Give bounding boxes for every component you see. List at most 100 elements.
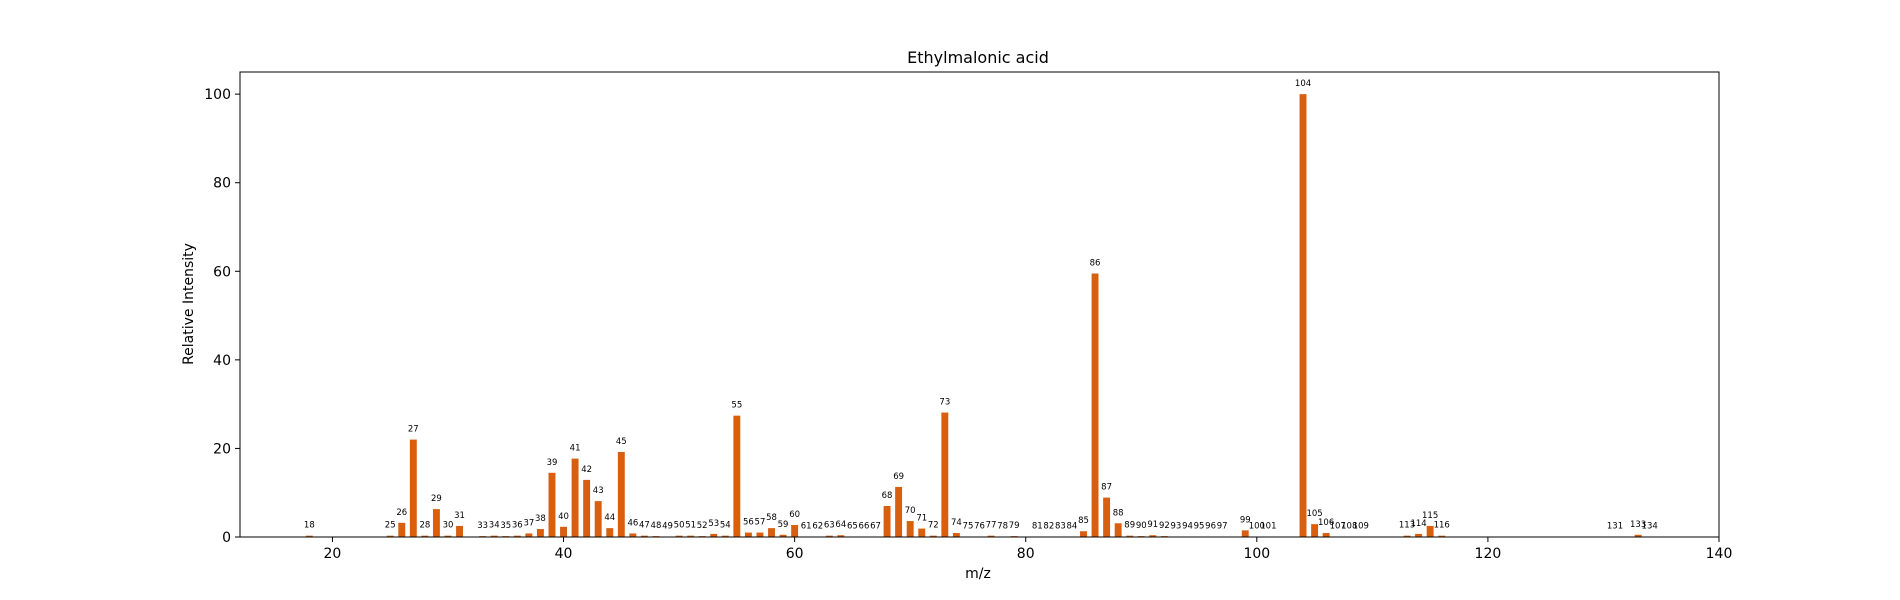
bar-mz-74 <box>952 533 960 537</box>
bar-mz-37 <box>525 533 533 537</box>
peak-label-82: 82 <box>1043 522 1054 532</box>
bar-mz-46 <box>629 533 637 537</box>
peak-label-73: 73 <box>939 398 950 408</box>
bar-mz-36 <box>513 535 521 537</box>
peak-label-28: 28 <box>419 521 430 531</box>
bar-mz-55 <box>733 415 741 537</box>
peak-label-115: 115 <box>1422 511 1438 521</box>
peak-label-43: 43 <box>593 486 604 496</box>
bar-mz-115 <box>1426 525 1434 537</box>
bar-mz-34 <box>490 535 498 537</box>
bar-mz-63 <box>825 535 833 537</box>
bar-mz-106 <box>1322 533 1330 537</box>
bar-mz-77 <box>987 535 995 537</box>
x-tick-label: 60 <box>786 546 804 562</box>
peak-label-71: 71 <box>916 514 927 524</box>
peak-label-92: 92 <box>1159 521 1170 531</box>
peak-label-107: 107 <box>1330 522 1346 532</box>
peak-label-34: 34 <box>489 521 500 531</box>
peak-label-100: 100 <box>1249 522 1265 532</box>
bar-mz-26 <box>398 522 406 537</box>
y-axis-title: Relative Intensity <box>181 243 197 365</box>
bar-mz-64 <box>837 535 845 537</box>
bar-mz-60 <box>791 525 799 537</box>
peak-label-60: 60 <box>789 510 800 520</box>
peak-label-55: 55 <box>731 401 742 411</box>
bar-mz-68 <box>883 506 891 537</box>
peak-label-48: 48 <box>651 521 662 531</box>
peak-label-52: 52 <box>697 521 708 531</box>
peak-label-35: 35 <box>500 521 511 531</box>
peak-label-26: 26 <box>396 508 407 518</box>
peak-label-86: 86 <box>1090 259 1101 269</box>
bar-mz-105 <box>1311 524 1319 537</box>
peak-label-37: 37 <box>523 518 534 528</box>
peak-label-62: 62 <box>812 522 823 532</box>
bar-mz-54 <box>721 535 729 537</box>
peak-label-96: 96 <box>1205 522 1216 532</box>
peak-label-131: 131 <box>1607 522 1623 532</box>
bar-mz-114 <box>1415 533 1423 537</box>
bar-mz-86 <box>1091 273 1099 537</box>
peak-label-93: 93 <box>1171 522 1182 532</box>
bar-mz-56 <box>744 532 752 537</box>
y-tick-label: 80 <box>213 176 231 192</box>
peak-label-18: 18 <box>304 521 315 531</box>
peak-label-109: 109 <box>1353 522 1369 532</box>
bar-mz-104 <box>1299 94 1307 537</box>
peak-label-36: 36 <box>512 521 523 531</box>
peak-label-54: 54 <box>720 521 731 531</box>
bar-mz-28 <box>421 535 429 537</box>
peak-label-88: 88 <box>1113 508 1124 518</box>
peak-label-90: 90 <box>1136 521 1147 531</box>
peak-label-25: 25 <box>385 521 396 531</box>
peak-label-46: 46 <box>627 518 638 528</box>
peak-label-79: 79 <box>1009 521 1020 531</box>
bar-mz-72 <box>929 535 937 537</box>
chart-title: Ethylmalonic acid <box>907 48 1049 67</box>
y-tick-label: 0 <box>222 530 231 546</box>
peak-label-83: 83 <box>1055 522 1066 532</box>
bar-mz-27 <box>409 439 417 537</box>
bar-mz-87 <box>1103 497 1111 537</box>
y-axis: 0 20 40 60 80 100 <box>204 87 240 546</box>
peak-label-76: 76 <box>974 522 985 532</box>
peak-label-59: 59 <box>778 520 789 530</box>
peak-label-57: 57 <box>755 518 766 528</box>
peak-label-41: 41 <box>570 444 581 454</box>
bar-mz-71 <box>918 528 926 537</box>
peak-label-78: 78 <box>997 522 1008 532</box>
bar-series <box>305 94 1654 537</box>
peak-label-61: 61 <box>801 522 812 532</box>
plot-area-frame <box>239 71 1720 538</box>
bar-mz-47 <box>640 535 648 537</box>
bar-mz-57 <box>756 532 764 537</box>
peak-label-70: 70 <box>905 506 916 516</box>
bar-mz-39 <box>548 472 556 537</box>
peak-label-64: 64 <box>835 520 846 530</box>
peak-label-47: 47 <box>639 521 650 531</box>
bar-mz-73 <box>941 412 949 537</box>
peak-label-66: 66 <box>859 522 870 532</box>
peak-label-97: 97 <box>1217 522 1228 532</box>
bar-mz-53 <box>710 533 718 537</box>
bar-mz-29 <box>432 509 440 537</box>
x-tick-label: 120 <box>1475 546 1502 562</box>
peak-label-27: 27 <box>408 425 419 435</box>
peak-label-74: 74 <box>951 518 962 528</box>
x-tick-label: 40 <box>555 546 573 562</box>
bar-mz-45 <box>617 451 625 537</box>
bar-mz-85 <box>1080 531 1087 537</box>
peak-label-39: 39 <box>547 458 558 468</box>
bar-mz-25 <box>386 535 394 537</box>
bar-mz-89 <box>1126 535 1134 537</box>
peak-label-58: 58 <box>766 513 777 523</box>
bar-mz-91 <box>1149 535 1157 537</box>
bar-mz-70 <box>906 521 914 537</box>
peak-label-113: 113 <box>1399 521 1415 531</box>
bar-mz-44 <box>606 528 614 537</box>
peak-label-116: 116 <box>1434 521 1450 531</box>
peak-label-30: 30 <box>443 521 454 531</box>
bar-mz-51 <box>687 535 695 537</box>
peak-label-91: 91 <box>1147 520 1158 530</box>
